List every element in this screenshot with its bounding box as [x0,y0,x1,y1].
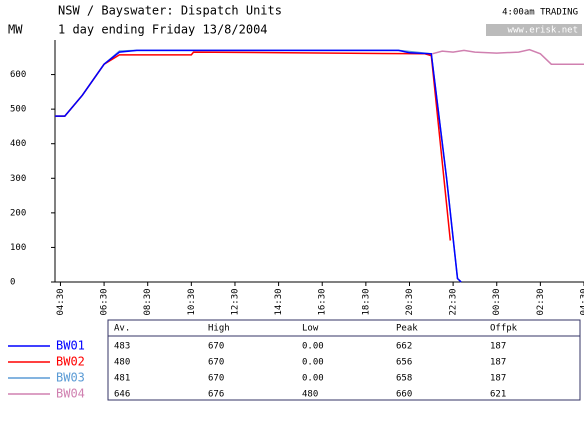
table-header: Av. [114,324,130,334]
table-cell: 480 [302,390,318,400]
table-cell: 187 [490,342,506,352]
x-tick-label: 00:30 [492,288,502,315]
table-cell: 656 [396,358,412,368]
x-tick-label: 20:30 [405,288,415,315]
x-tick-label: 14:30 [274,288,284,315]
x-tick-label: 04:30 [580,288,584,315]
series-line [432,48,584,65]
table-cell: 187 [490,374,506,384]
legend-label: BW03 [56,371,85,385]
table-cell: 481 [114,374,130,384]
table-cell: 621 [490,390,506,400]
x-tick-label: 22:30 [449,288,459,315]
chart-subtitle: 1 day ending Friday 13/8/2004 [58,23,268,37]
table-cell: 662 [396,342,412,352]
legend-label: BW04 [56,387,85,401]
y-tick-label: 600 [10,70,26,80]
x-tick-label: 06:30 [100,288,110,315]
series-line [55,49,462,283]
table-header: Low [302,324,319,334]
source-box [486,24,582,36]
y-tick-label: 0 [10,278,15,288]
table-box [107,319,581,401]
y-axis-label: MW [8,23,23,37]
status: 4:00am TRADING [502,8,578,18]
table-cell: 670 [208,342,224,352]
x-tick-label: 04:30 [56,288,66,315]
y-tick-label: 500 [10,105,26,115]
table-cell: 0.00 [302,358,324,368]
chart-title: NSW / Bayswater: Dispatch Units [58,4,282,18]
x-tick-label: 08:30 [143,288,153,315]
table-cell: 660 [396,390,412,400]
table-header: Peak [396,324,418,334]
table-cell: 483 [114,342,130,352]
x-tick-label: 16:30 [318,288,328,315]
table-cell: 670 [208,358,224,368]
y-tick-label: 400 [10,139,26,149]
table-cell: 187 [490,358,506,368]
series-line [55,51,452,241]
source: www.erisk.net [508,26,578,36]
table-header: High [208,324,230,334]
x-tick-label: 18:30 [361,288,371,315]
x-tick-label: 12:30 [230,288,240,315]
table-cell: 676 [208,390,224,400]
y-tick-label: 100 [10,243,26,253]
x-tick-label: 02:30 [536,288,546,315]
legend-label: BW02 [56,355,85,369]
table-cell: 0.00 [302,342,324,352]
table-cell: 670 [208,374,224,384]
table-header: Offpk [490,324,518,334]
table-cell: 658 [396,374,412,384]
table-cell: 480 [114,358,130,368]
table-cell: 0.00 [302,374,324,384]
series-line [55,49,462,283]
y-tick-label: 200 [10,208,26,218]
table-cell: 646 [114,390,130,400]
legend-label: BW01 [56,339,85,353]
x-tick-label: 10:30 [187,288,197,315]
y-tick-label: 300 [10,174,26,184]
